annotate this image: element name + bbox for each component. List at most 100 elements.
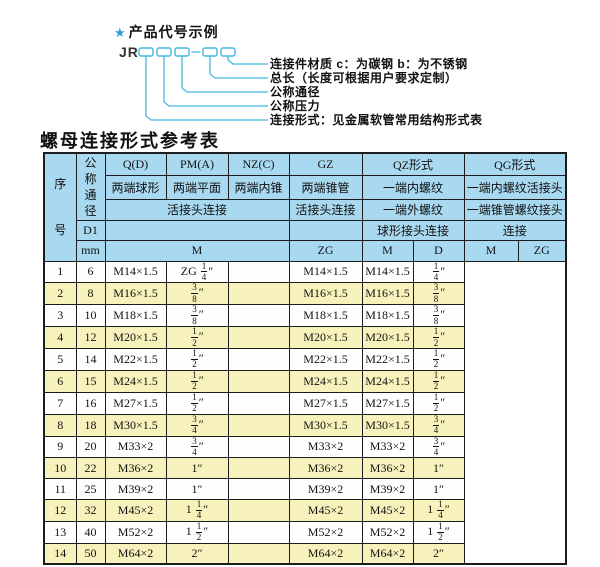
cell-qz-m: [227, 391, 290, 415]
cell-m: M39×2: [104, 478, 167, 500]
cell-qz-m: [227, 478, 290, 500]
cell-serial: 13: [43, 520, 77, 544]
cell-qg-m: M18×1.5: [361, 304, 414, 328]
table-row: 6 15 M24×1.5 1 2 ″ M24×1.5 M24×1.5 1 2 ″: [43, 369, 566, 393]
table-row: 5 14 M22×1.5 1 2 ″ M22×1.5 M22×1.5 1 2 ″: [43, 348, 566, 371]
cell-m: M14×1.5: [104, 260, 167, 284]
cell-qz-m: [227, 369, 290, 393]
label-diameter: 公称通径: [270, 85, 321, 99]
cell-qz-m: [227, 260, 290, 284]
cell-qg-m: M39×2: [361, 478, 414, 500]
header-row-1: 序号 公称通径 Q(D) PM(A) NZ(C) GZ QZ形式 QG形式: [43, 152, 567, 262]
header-qz-m: M: [361, 239, 414, 262]
header-dn: 公称通径: [75, 152, 106, 221]
cell-qz-d: M33×2: [288, 435, 363, 459]
cell-qg-m: M45×2: [361, 498, 414, 522]
cell-qz-m: [227, 457, 290, 480]
header-row-2: 两端球形 两端平面 两端内锥 两端锥管 一端内螺纹 一端内螺纹活接头: [44, 174, 567, 200]
cell-qz-m: [227, 282, 290, 306]
cell-gz: 3 4 ″: [165, 413, 229, 437]
header-qz-ball-connect: 球形接头连接: [361, 219, 465, 241]
cell-qz-d: M18×1.5: [288, 304, 363, 328]
table-row: 1 6 M14×1.5 ZG 1 4 ″ M14×1.5 M14×1.5 1 4 ″: [43, 260, 566, 284]
header-qg-taper-joint: 一端锥管螺纹接头: [463, 198, 567, 221]
table-body: 1 6 M14×1.5 ZG 1 4 ″ M14×1.5 M14×1.5 1 4 ″ 2 8 M16×1.…: [43, 260, 566, 565]
header-group-qz: QZ形式: [361, 152, 465, 176]
header-blank-1: [104, 219, 290, 241]
code-segment-box-1: [138, 47, 154, 57]
cell-dn: 10: [75, 304, 106, 328]
cell-qg-m: M27×1.5: [361, 391, 414, 415]
cell-gz: 1″: [165, 457, 229, 480]
cell-qg-zg: 1 2 ″: [412, 391, 465, 415]
cell-m: M52×2: [104, 520, 167, 544]
cell-m: M30×1.5: [104, 413, 167, 437]
cell-qz-m: [227, 435, 290, 459]
header-group-nzc: NZ(C): [227, 152, 290, 176]
header-pma-desc: 两端平面: [165, 174, 229, 200]
label-material: 连接件材质 c：为碳钢 b：为不锈钢: [270, 57, 468, 71]
cell-qg-m: M24×1.5: [361, 369, 414, 393]
cell-qz-m: [227, 348, 290, 371]
cell-qg-m: M64×2: [361, 542, 414, 565]
table-row: 3 10 M18×1.5 3 8 ″ M18×1.5 M18×1.5 3 8 ″: [43, 304, 566, 328]
label-length: 总长（长度可根据用户要求定制）: [270, 71, 458, 85]
cell-qz-d: M16×1.5: [288, 282, 363, 306]
cell-m: M27×1.5: [104, 391, 167, 415]
header-qg-desc: 一端内螺纹活接头: [463, 174, 567, 200]
cell-qg-m: M33×2: [361, 435, 414, 459]
table-title: 螺母连接形式参考表: [40, 131, 220, 151]
cell-qz-d: M27×1.5: [288, 391, 363, 415]
cell-qz-d: M20×1.5: [288, 326, 363, 349]
cell-gz: ZG 1 4 ″: [165, 260, 229, 284]
cell-qg-zg: 2″: [412, 542, 465, 565]
cell-m: M16×1.5: [104, 282, 167, 306]
cell-qg-zg: 1 1 4 ″: [412, 498, 465, 522]
header-union-connect: 活接头连接: [104, 198, 290, 221]
code-segment-box-3: [174, 47, 190, 57]
cell-dn: 50: [75, 542, 106, 565]
cell-qz-m: [227, 304, 290, 328]
cell-serial: 1: [43, 260, 77, 284]
cell-dn: 8: [75, 282, 106, 306]
cell-serial: 8: [43, 413, 77, 437]
cell-qz-m: [227, 542, 290, 565]
header-qd-desc: 两端球形: [104, 174, 167, 200]
header-qz-ext-thread: 一端外螺纹: [361, 198, 465, 221]
table-row: 4 12 M20×1.5 1 2 ″ M20×1.5 M20×1.5 1 2 ″: [43, 326, 566, 349]
table-header: 序号 公称通径 Q(D) PM(A) NZ(C) GZ QZ形式 QG形式 两端…: [43, 152, 567, 262]
table-row: 13 40 M52×2 1 1 2 ″ M52×2 M52×2 1 1 2 ″: [43, 520, 566, 544]
cell-serial: 9: [43, 435, 77, 459]
product-code-diagram: [138, 47, 268, 121]
cell-gz: 1 1 2 ″: [165, 520, 229, 544]
cell-qg-m: M16×1.5: [361, 282, 414, 306]
cell-gz: 3 8 ″: [165, 282, 229, 306]
header-group-qg: QG形式: [463, 152, 567, 176]
header-blank-2: [288, 219, 363, 241]
cell-serial: 10: [43, 457, 77, 480]
cell-gz: 1 2 ″: [165, 326, 229, 349]
cell-dn: 20: [75, 435, 106, 459]
cell-gz: 1 1 4 ″: [165, 498, 229, 522]
cell-qz-m: [227, 413, 290, 437]
header-mm: mm: [75, 239, 106, 262]
header-row-5: mm M ZG M D M ZG: [44, 239, 567, 262]
cell-serial: 4: [43, 326, 77, 349]
diagram-heading: ★ 产品代号示例: [114, 22, 219, 42]
connector-line-pressure: [163, 56, 268, 107]
cell-m: M33×2: [104, 435, 167, 459]
connector-line-length: [209, 56, 268, 79]
code-segment-box-4: [202, 47, 218, 57]
